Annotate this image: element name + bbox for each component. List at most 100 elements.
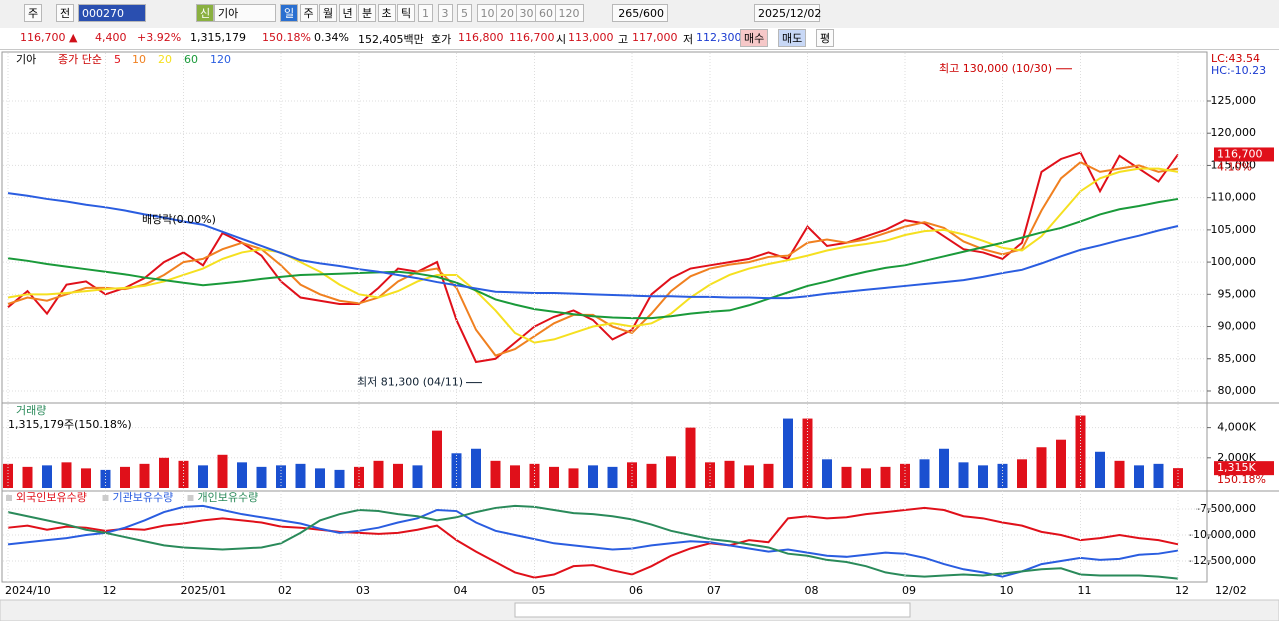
x-tick-label: 08 — [805, 584, 819, 597]
period-button[interactable]: 일 — [280, 4, 299, 22]
price-tag — [1214, 147, 1274, 162]
avg-button[interactable]: 평 — [816, 29, 835, 47]
count[interactable]: 265/600 — [612, 4, 668, 22]
volume-bar — [256, 466, 267, 488]
sell-button[interactable]: 매도 — [778, 29, 807, 47]
last-date: 12/02 — [1215, 584, 1247, 597]
y-tick-label: 90,000 — [1218, 320, 1257, 333]
date[interactable]: 2025/12/02 — [754, 4, 821, 22]
volume-bar — [783, 418, 793, 488]
volume-bar — [529, 463, 540, 488]
volume-bar — [432, 430, 442, 488]
x-tick-label: 12 — [1175, 584, 1189, 597]
y-tick-label: 4,000K — [1217, 421, 1256, 434]
period-button[interactable]: 분 — [358, 4, 377, 22]
volume-bar — [198, 465, 208, 488]
series-line — [7, 167, 1179, 344]
interval-button[interactable]: 3 — [437, 4, 453, 22]
legend-entry: 외국인보유수량 — [16, 491, 87, 504]
period-button[interactable]: 월 — [319, 4, 338, 22]
series-line — [7, 506, 1179, 579]
volume-tag-label: 1,315K — [1217, 461, 1256, 474]
volume-bar — [354, 466, 364, 488]
series-line — [7, 151, 1179, 364]
volume-bar — [412, 465, 423, 488]
annotation: 최고 130,000 (10/30) — [939, 62, 1052, 75]
ratio-tag: 150.18% — [1217, 473, 1266, 486]
interval-button[interactable]: 5 — [457, 4, 472, 22]
panel-subtitle: 1,315,179주(150.18%) — [8, 418, 132, 431]
volume-bar — [919, 459, 930, 488]
code-input[interactable]: 000270 — [78, 4, 146, 22]
volume-bar — [685, 427, 696, 488]
volume-bar — [393, 463, 403, 488]
legend-entry: 10 — [132, 53, 146, 66]
type-select[interactable]: 주 — [24, 4, 43, 22]
x-tick-label: 06 — [629, 584, 643, 597]
interval-button[interactable]: 120 — [554, 4, 584, 22]
period-button[interactable]: 틱 — [397, 4, 416, 22]
volume-bar — [978, 465, 988, 488]
high-label: 고 — [618, 33, 629, 46]
stock-name[interactable]: 기아 — [214, 4, 276, 22]
legend-swatch — [6, 495, 12, 501]
x-tick-label: 12 — [103, 584, 117, 597]
scroll-thumb[interactable] — [514, 602, 911, 618]
volume-bar — [1056, 439, 1066, 488]
y-tick-label: 105,000 — [1211, 223, 1257, 236]
x-tick-label: 07 — [707, 584, 721, 597]
period-button[interactable]: 년 — [338, 4, 357, 22]
volume-bar — [471, 448, 481, 488]
volume-bar — [900, 463, 910, 488]
interval-button[interactable]: 30 — [515, 4, 538, 22]
volume-bar — [939, 448, 949, 488]
volume-bar — [510, 465, 520, 488]
volume-bar — [705, 462, 715, 488]
volume-bar — [958, 462, 969, 488]
legend-swatch — [187, 495, 194, 501]
volume-bar — [1114, 460, 1125, 488]
y-tick-label: 80,000 — [1218, 384, 1257, 397]
series-line — [7, 192, 1179, 300]
lc-label: LC:43.54 — [1211, 52, 1260, 65]
volume-bar — [237, 462, 247, 488]
legend-name: 기아 — [16, 53, 36, 66]
y-tick-label: 95,000 — [1218, 287, 1257, 300]
series-line — [7, 197, 1179, 320]
high: 117,000 — [632, 31, 678, 44]
period-button[interactable]: 주 — [299, 4, 318, 22]
volume-bar — [334, 469, 345, 488]
volume-bar — [588, 465, 598, 488]
bid: 116,700 — [509, 31, 555, 44]
chart: 80,000 85,000 90,000 95,000 100,000 105,000 11… — [0, 51, 1279, 621]
volume-bar — [568, 468, 579, 488]
annotation: 배당락(0.00%) — [142, 213, 216, 226]
volume-bar — [802, 418, 813, 488]
change: 4,400 — [95, 31, 127, 44]
volume-bar — [841, 466, 852, 488]
legend-swatch — [102, 495, 109, 501]
volume-bar — [3, 463, 13, 488]
scope[interactable]: 전 — [56, 4, 75, 22]
period-button[interactable]: 초 — [377, 4, 396, 22]
interval-button[interactable]: 20 — [496, 4, 518, 22]
volume-bar — [120, 466, 130, 488]
volume-bar — [880, 466, 891, 488]
volume-bar — [724, 460, 735, 488]
volume-bar — [61, 462, 72, 488]
buy-button[interactable]: 매수 — [740, 29, 769, 47]
legend-entry: 기관보유수량 — [113, 491, 174, 504]
volume-bar — [627, 462, 637, 488]
y-tick-label: 120,000 — [1211, 126, 1257, 139]
interval-button[interactable]: 1 — [418, 4, 433, 22]
legend-entry: 60 — [184, 53, 198, 66]
volume-bar — [763, 463, 774, 488]
y-tick-label: 85,000 — [1218, 352, 1257, 365]
volume-bar — [373, 460, 384, 488]
volume-bar — [139, 463, 150, 488]
volume-bar — [1095, 451, 1105, 488]
legend-entry: 개인보유수량 — [198, 491, 259, 504]
low: 112,300 — [696, 31, 742, 44]
y-tick-label: -7,500,000 — [1196, 502, 1256, 515]
